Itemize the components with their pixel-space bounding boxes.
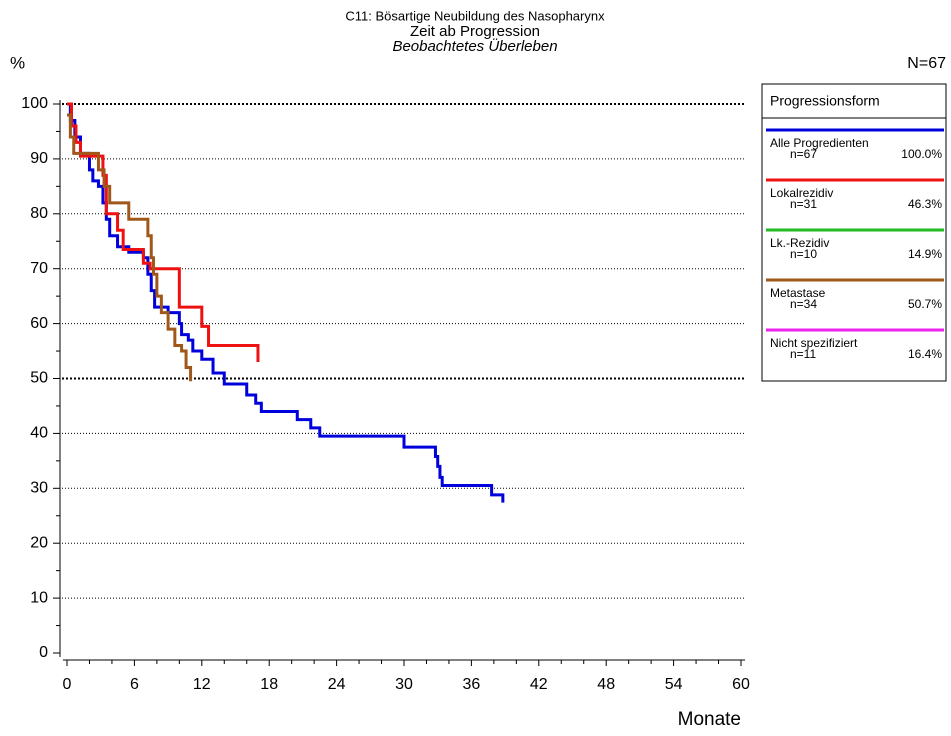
legend-n: n=31 (790, 197, 817, 211)
y-axis-label: % (10, 53, 25, 72)
legend-n: n=67 (790, 147, 817, 161)
legend-label: Metastase (770, 286, 826, 300)
y-tick-label: 40 (30, 425, 48, 442)
legend-n: n=11 (790, 347, 816, 361)
survival-curve (67, 102, 260, 363)
x-tick-label: 60 (732, 676, 750, 693)
x-tick-label: 36 (463, 676, 481, 693)
x-tick-label: 42 (530, 676, 548, 693)
survival-curve (67, 102, 505, 503)
y-tick-label: 50 (30, 370, 48, 387)
x-tick-label: 54 (665, 676, 683, 693)
x-tick-label: 18 (260, 676, 278, 693)
survival-curve (67, 113, 193, 382)
y-tick-label: 0 (39, 644, 48, 661)
legend-n: n=10 (790, 247, 817, 261)
legend-n: n=34 (790, 297, 817, 311)
chart-subtitle: Zeit ab Progression (410, 23, 540, 40)
y-tick-label: 80 (30, 205, 48, 222)
legend-label: Lokalrezidiv (770, 186, 833, 200)
x-tick-label: 0 (63, 676, 72, 693)
legend-percent: 14.9% (908, 247, 942, 261)
chart-subtitle: Beobachtetes Überleben (392, 37, 557, 55)
legend-label: Nicht spezifiziert (770, 336, 858, 350)
x-tick-label: 24 (328, 676, 346, 693)
legend-percent: 46.3% (908, 197, 942, 211)
legend-percent: 16.4% (908, 347, 942, 361)
x-tick-label: 48 (597, 676, 615, 693)
y-tick-label: 30 (30, 480, 48, 497)
x-tick-label: 12 (193, 676, 211, 693)
legend-label: Lk.-Rezidiv (770, 236, 829, 250)
legend-percent: 50.7% (908, 297, 942, 311)
y-tick-label: 20 (30, 534, 48, 551)
y-tick-label: 60 (30, 315, 48, 332)
x-axis-label: Monate (678, 709, 741, 730)
y-tick-label: 90 (30, 150, 48, 167)
legend-percent: 100.0% (901, 147, 942, 161)
x-tick-label: 6 (130, 676, 139, 693)
y-tick-label: 10 (30, 589, 48, 606)
n-total: N=67 (907, 55, 946, 72)
legend-title: Progressionsform (770, 93, 880, 109)
y-tick-label: 100 (21, 95, 48, 112)
y-tick-label: 70 (30, 260, 48, 277)
x-tick-label: 30 (395, 676, 413, 693)
legend-label: Alle Progredienten (770, 136, 869, 150)
chart-title: C11: Bösartige Neubildung des Nasopharyn… (345, 8, 605, 23)
